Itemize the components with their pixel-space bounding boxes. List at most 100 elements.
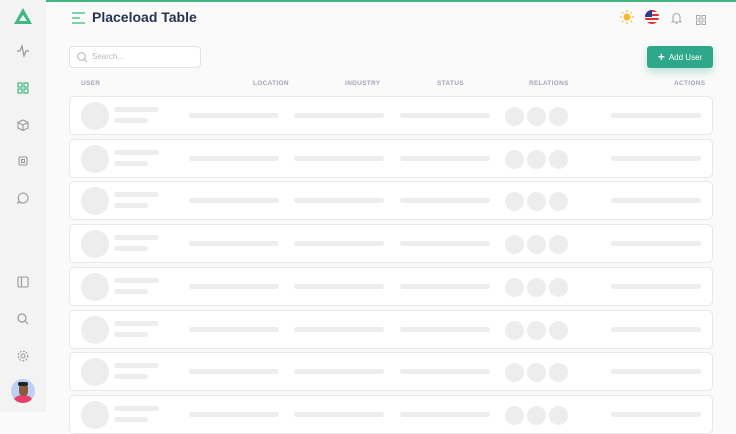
logo-icon[interactable] — [13, 6, 33, 26]
subtitle-placeholder — [114, 118, 148, 123]
table-row — [69, 96, 713, 135]
status-placeholder — [400, 155, 490, 161]
name-placeholder — [114, 192, 159, 198]
activity-icon[interactable] — [13, 41, 33, 61]
status-placeholder — [400, 241, 490, 247]
search-input[interactable]: Search... — [69, 46, 201, 68]
subtitle-placeholder — [114, 160, 148, 166]
sidebar-panel-icon[interactable] — [13, 272, 33, 292]
name-placeholder — [114, 320, 159, 326]
status-placeholder — [400, 326, 490, 332]
relation-placeholder — [505, 149, 524, 169]
relation-placeholder — [549, 277, 568, 297]
actions-placeholder — [611, 411, 701, 417]
avatar-placeholder — [81, 102, 109, 130]
industry-placeholder — [294, 369, 384, 375]
avatar-placeholder — [81, 144, 109, 173]
settings-icon[interactable] — [13, 346, 33, 366]
sun-icon[interactable] — [620, 10, 634, 29]
status-placeholder — [400, 113, 490, 118]
message-icon[interactable] — [13, 188, 33, 208]
avatar-placeholder — [81, 272, 109, 301]
top-accent-bar — [0, 0, 736, 2]
name-placeholder — [114, 235, 159, 241]
actions-placeholder — [611, 369, 701, 375]
relation-placeholder — [505, 405, 524, 425]
page-title: Placeload Table — [92, 9, 197, 25]
search-icon[interactable] — [13, 309, 33, 329]
us-flag-icon[interactable] — [645, 10, 659, 24]
column-header-actions: ACTIONS — [674, 80, 706, 87]
relation-placeholder — [549, 235, 568, 255]
relation-placeholder — [505, 363, 524, 383]
name-placeholder — [114, 363, 159, 369]
actions-placeholder — [611, 155, 701, 161]
actions-placeholder — [611, 113, 701, 118]
plus-icon: + — [657, 50, 665, 64]
relation-placeholder — [549, 192, 568, 212]
avatar[interactable] — [11, 379, 35, 403]
status-placeholder — [400, 369, 490, 375]
relation-placeholder — [549, 149, 568, 169]
subtitle-placeholder — [114, 416, 148, 422]
industry-placeholder — [294, 283, 384, 289]
industry-placeholder — [294, 155, 384, 161]
subtitle-placeholder — [114, 246, 148, 252]
relation-placeholder — [527, 405, 546, 425]
subtitle-placeholder — [114, 331, 148, 337]
name-placeholder — [114, 107, 159, 112]
avatar-placeholder — [81, 230, 109, 259]
search-icon — [77, 52, 88, 63]
relation-placeholder — [527, 363, 546, 383]
apps-grid-icon[interactable] — [696, 12, 706, 30]
avatar-placeholder — [81, 358, 109, 387]
cpu-icon[interactable] — [13, 151, 33, 171]
bell-icon[interactable] — [670, 11, 683, 29]
add-user-button[interactable]: + Add User — [647, 46, 713, 68]
table-row — [69, 309, 713, 349]
column-header-location: LOCATION — [253, 80, 289, 87]
relation-placeholder — [549, 363, 568, 383]
relation-placeholder — [527, 235, 546, 255]
relation-placeholder — [505, 277, 524, 297]
box-icon[interactable] — [13, 115, 33, 135]
grid-icon[interactable] — [13, 78, 33, 98]
search-placeholder: Search... — [92, 52, 125, 61]
relation-placeholder — [527, 149, 546, 169]
relation-placeholder — [505, 235, 524, 255]
table-row — [69, 138, 713, 178]
subtitle-placeholder — [114, 374, 148, 380]
relation-placeholder — [505, 107, 524, 126]
relation-placeholder — [549, 405, 568, 425]
table-row — [69, 394, 713, 434]
industry-placeholder — [294, 411, 384, 417]
location-placeholder — [189, 326, 279, 332]
relation-placeholder — [527, 192, 546, 212]
location-placeholder — [189, 411, 279, 417]
avatar-placeholder — [81, 187, 109, 216]
relation-placeholder — [549, 320, 568, 340]
menu-toggle-icon[interactable] — [72, 11, 86, 29]
industry-placeholder — [294, 326, 384, 332]
status-placeholder — [400, 411, 490, 417]
table-row — [69, 266, 713, 306]
add-user-label: Add User — [668, 52, 703, 62]
relation-placeholder — [505, 320, 524, 340]
location-placeholder — [189, 241, 279, 247]
actions-placeholder — [611, 326, 701, 332]
industry-placeholder — [294, 113, 384, 118]
actions-placeholder — [611, 198, 701, 204]
relation-placeholder — [527, 277, 546, 297]
avatar-placeholder — [81, 315, 109, 344]
status-placeholder — [400, 283, 490, 289]
table-row — [69, 181, 713, 221]
location-placeholder — [189, 369, 279, 375]
subtitle-placeholder — [114, 203, 148, 209]
column-header-status: STATUS — [437, 80, 464, 87]
name-placeholder — [114, 277, 159, 283]
actions-placeholder — [611, 283, 701, 289]
column-header-user: USER — [81, 80, 101, 87]
location-placeholder — [189, 113, 279, 118]
location-placeholder — [189, 198, 279, 204]
sidebar — [0, 0, 46, 412]
